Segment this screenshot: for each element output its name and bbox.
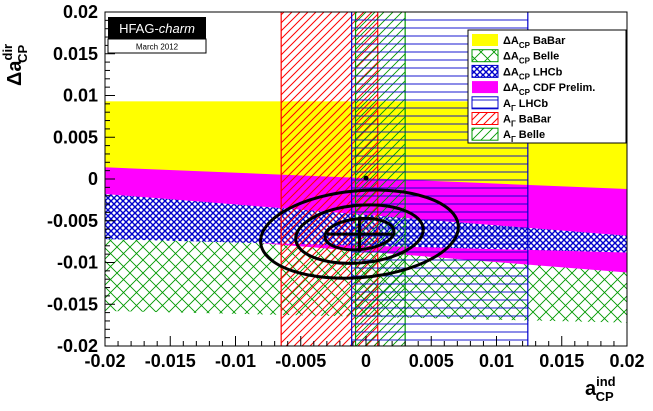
y-tick-label: 0.015 — [53, 44, 98, 64]
measurement-bands — [105, 12, 627, 346]
fit-contour-2sigma — [294, 203, 425, 265]
x-tick-label: -0.01 — [215, 351, 256, 371]
x-tick-label: 0.015 — [539, 351, 584, 371]
hfag-badge-date: March 2012 — [136, 43, 179, 52]
axes: -0.02 -0.015 -0.01 -0.005 0 0.005 0.01 0.015 0.0… — [47, 2, 645, 371]
legend-swatch-a-belle — [471, 127, 499, 141]
hfag-badge: HFAG-charm March 2012 — [107, 17, 207, 54]
hfag-badge-date-bg — [107, 38, 207, 54]
y-tick-label: 0.01 — [63, 86, 98, 106]
x-tick-label: 0.01 — [479, 351, 514, 371]
x-tick-label: -0.015 — [145, 351, 196, 371]
x-axis-title: aind CP — [585, 374, 616, 404]
legend-swatch-a-cdf-prelim — [472, 81, 498, 94]
x-tick-label: 0.02 — [609, 351, 644, 371]
fit-contour-3sigma — [259, 188, 460, 280]
legend-label-a-lhcb: AΓ LHCb — [503, 98, 548, 113]
x-tick-label: 0 — [361, 351, 371, 371]
legend-label-a-babar: ΔACP BaBar — [503, 35, 566, 50]
legend-swatch-a-lhcb — [471, 64, 499, 78]
no-cpv-point — [363, 175, 369, 181]
x-tick-label: -0.02 — [84, 351, 125, 371]
y-tick-label: 0 — [88, 169, 98, 189]
legend-label-a-cdf-prelim: ΔACP CDF Prelim. — [503, 82, 595, 97]
y-tick-label: -0.015 — [47, 294, 98, 314]
legend-label-a-babar: AΓ BaBar — [503, 114, 552, 129]
x-tick-label: -0.005 — [275, 351, 326, 371]
y-tick-label: 0.02 — [63, 2, 98, 22]
legend-swatch-a-belle — [471, 49, 499, 63]
legend-swatch-a-lhcb — [471, 96, 499, 110]
legend-label-a-lhcb: ΔACP LHCb — [503, 66, 563, 81]
legend-swatch-a-babar — [472, 34, 498, 46]
y-tick-label: -0.01 — [57, 253, 98, 273]
y-tick-label: 0.005 — [53, 127, 98, 147]
fit-overlay — [259, 175, 460, 280]
hfag-badge-title-bg — [108, 17, 206, 39]
legend-label-a-belle: ΔACP Belle — [503, 51, 559, 66]
legend-label-a-belle: AΓ Belle — [503, 129, 545, 144]
legend-swatch-a-babar — [471, 112, 499, 125]
y-tick-label: -0.02 — [57, 336, 98, 356]
y-axis-title: ΔadirCP — [0, 44, 30, 86]
hfag-badge-title: HFAG-charm — [119, 21, 195, 36]
x-tick-label: 0.005 — [409, 351, 454, 371]
y-tick-label: -0.005 — [47, 211, 98, 231]
